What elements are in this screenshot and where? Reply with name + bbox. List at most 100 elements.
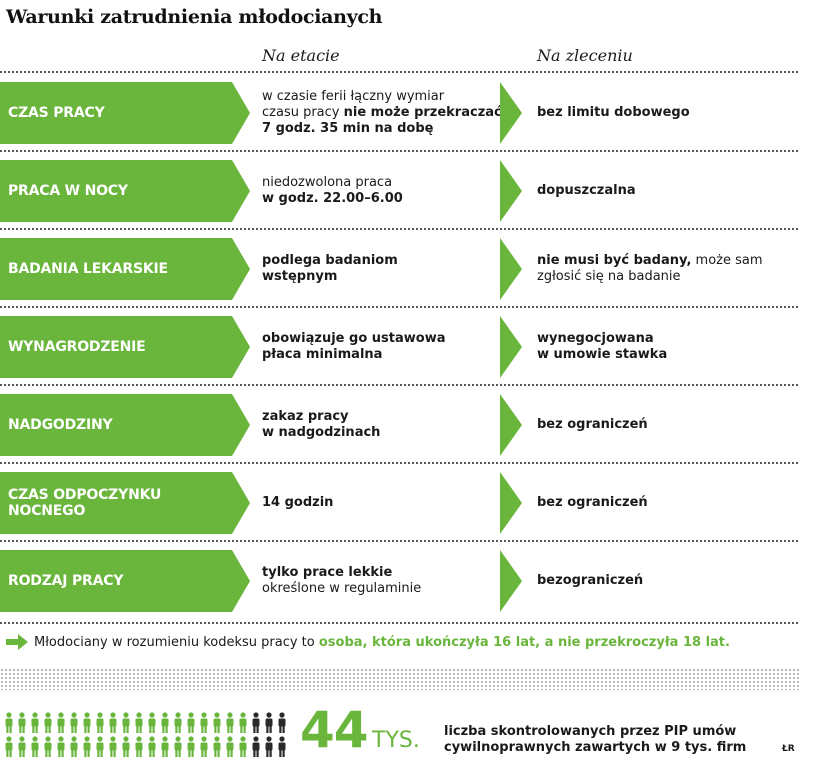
label-arrow-icon xyxy=(232,550,250,612)
cell-line: zakaz pracy xyxy=(262,409,502,425)
person-icon xyxy=(148,712,156,733)
cell-line: niedozwolona praca xyxy=(262,175,502,191)
dotted-separator xyxy=(0,150,798,152)
person-icon xyxy=(278,712,286,733)
cell-etat: podlega badaniom wstępnym xyxy=(262,238,502,300)
stat-unit: TYS. xyxy=(372,728,420,753)
cell-line: w umowie stawka xyxy=(537,347,797,363)
dotted-divider xyxy=(0,668,800,690)
cell-zlecenie: bez ograniczeń xyxy=(537,472,797,534)
column-arrow-icon xyxy=(500,394,522,456)
cell-line: płaca minimalna xyxy=(262,347,502,363)
person-icon xyxy=(83,736,91,757)
person-icon xyxy=(148,736,156,757)
cell-text-continued: może sam xyxy=(691,253,763,268)
dotted-separator xyxy=(0,306,798,308)
table-row: CZAS ODPOCZYNKU NOCNEGO 14 godzin bez ogra… xyxy=(0,472,800,534)
label-arrow-icon xyxy=(232,394,250,456)
cell-text: określone w regulaminie xyxy=(262,581,422,596)
person-icon xyxy=(200,712,208,733)
row-label: PRACA W NOCY xyxy=(0,160,232,222)
person-icon xyxy=(265,712,273,733)
cell-text: podlega badaniom xyxy=(262,253,398,268)
label-arrow-icon xyxy=(232,238,250,300)
stat-number: 44 xyxy=(300,701,369,759)
dotted-separator xyxy=(0,540,798,542)
person-icon xyxy=(135,712,143,733)
person-icon xyxy=(122,712,130,733)
person-icon xyxy=(70,736,78,757)
person-icon xyxy=(278,736,286,757)
people-icons xyxy=(4,712,290,758)
table-row: BADANIA LEKARSKIE podlega badaniom wstępny… xyxy=(0,238,800,300)
column-arrow-icon xyxy=(500,472,522,534)
cell-text: tylko prace lekkie xyxy=(262,565,393,580)
person-icon xyxy=(135,736,143,757)
cell-zlecenie: bezograniczeń xyxy=(537,550,797,612)
cell-text: obowiązuje go ustawowa xyxy=(262,331,446,346)
column-arrow-icon xyxy=(500,160,522,222)
person-icon xyxy=(174,736,182,757)
cell-line: obowiązuje go ustawowa xyxy=(262,331,502,347)
column-arrow-icon xyxy=(500,238,522,300)
cell-line: tylko prace lekkie xyxy=(262,565,502,581)
person-icon xyxy=(226,736,234,757)
note-highlight: osoba, która ukończyła 16 lat, a nie prz… xyxy=(318,634,730,650)
cell-line: bez limitu dobowego xyxy=(537,105,797,121)
column-header-etat: Na etacie xyxy=(262,46,340,65)
cell-line: określone w regulaminie xyxy=(262,581,502,597)
person-icon xyxy=(18,712,26,733)
cell-text: bez ograniczeń xyxy=(537,417,648,432)
dotted-separator xyxy=(0,622,798,624)
table-row: CZAS PRACY w czasie ferii łączny wymiar cz… xyxy=(0,82,800,144)
column-arrow-icon xyxy=(500,82,522,144)
person-icon xyxy=(44,712,52,733)
cell-line: nie musi być badany, może sam xyxy=(537,253,797,269)
cell-etat: niedozwolona praca w godz. 22.00–6.00 xyxy=(262,160,502,222)
cell-text: zakaz pracy xyxy=(262,409,349,424)
cell-line: w godz. 22.00–6.00 xyxy=(262,191,502,207)
cell-line: wynegocjowana xyxy=(537,331,797,347)
row-label: WYNAGRODZENIE xyxy=(0,316,232,378)
person-icon xyxy=(109,712,117,733)
dotted-separator xyxy=(0,71,798,73)
cell-line: podlega badaniom xyxy=(262,253,502,269)
cell-text: w nadgodzinach xyxy=(262,425,381,440)
person-icon xyxy=(96,736,104,757)
label-arrow-icon xyxy=(232,82,250,144)
cell-etat: tylko prace lekkie określone w regulamini… xyxy=(262,550,502,612)
person-icon xyxy=(239,736,247,757)
table-row: WYNAGRODZENIE obowiązuje go ustawowa płaca… xyxy=(0,316,800,378)
cell-etat: obowiązuje go ustawowa płaca minimalna xyxy=(262,316,502,378)
cell-text: 14 godzin xyxy=(262,495,334,510)
cell-text: w czasie ferii łączny wymiar xyxy=(262,89,445,104)
row-label: NADGODZINY xyxy=(0,394,232,456)
column-arrow-icon xyxy=(500,550,522,612)
label-arrow-icon xyxy=(232,472,250,534)
cell-text-continued: nie może przekraczać xyxy=(343,105,502,120)
person-icon xyxy=(226,712,234,733)
cell-text: wynegocjowana xyxy=(537,331,654,346)
table-row: PRACA W NOCY niedozwolona praca w godz. 22… xyxy=(0,160,800,222)
page-title: Warunki zatrudnienia młodocianych xyxy=(6,6,383,28)
person-icon xyxy=(252,736,260,757)
definition-note: Młodociany w rozumieniu kodeksu pracy to… xyxy=(6,634,730,650)
label-arrow-icon xyxy=(232,316,250,378)
person-icon xyxy=(70,712,78,733)
stat-description: liczba skontrolowanych przez PIP umów cy… xyxy=(444,724,746,756)
column-arrow-icon xyxy=(500,316,522,378)
person-icon xyxy=(239,712,247,733)
person-icon xyxy=(187,712,195,733)
person-icon xyxy=(96,712,104,733)
person-icon xyxy=(57,712,65,733)
person-icon xyxy=(252,712,260,733)
cell-line: bez ograniczeń xyxy=(537,417,797,433)
stat-line-1: liczba skontrolowanych przez PIP umów xyxy=(444,724,737,739)
row-label: CZAS PRACY xyxy=(0,82,232,144)
person-icon xyxy=(18,736,26,757)
cell-line: 14 godzin xyxy=(262,495,502,511)
cell-text: wstępnym xyxy=(262,269,338,284)
cell-zlecenie: bez ograniczeń xyxy=(537,394,797,456)
cell-zlecenie: nie musi być badany, może sam zgłosić się… xyxy=(537,238,797,300)
cell-text: bez limitu dobowego xyxy=(537,105,690,120)
